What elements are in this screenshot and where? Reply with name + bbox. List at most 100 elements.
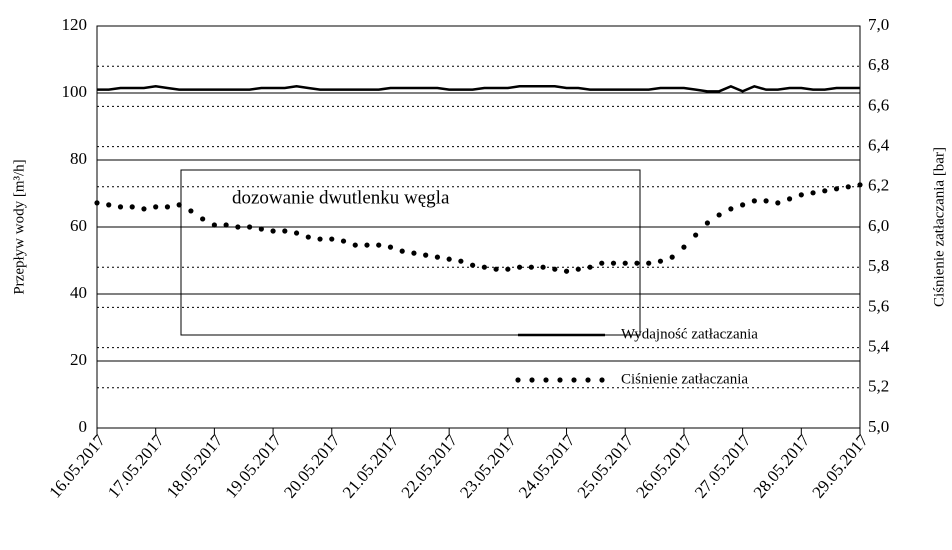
legend-marker: [557, 377, 563, 383]
data-point: [669, 254, 675, 260]
data-point: [164, 204, 171, 210]
data-point: [305, 234, 311, 240]
data-point: [646, 260, 652, 266]
data-point: [810, 190, 816, 196]
data-point: [106, 202, 112, 208]
data-point: [223, 222, 229, 228]
y-tick-label: 80: [70, 149, 87, 168]
data-point: [728, 206, 734, 212]
data-point: [470, 262, 476, 268]
data-point: [516, 264, 523, 270]
data-point: [763, 198, 769, 204]
y2-axis-title: Ciśnienie zatłaczania [bar]: [931, 147, 947, 307]
data-point: [399, 248, 405, 254]
legend-marker: [571, 377, 577, 383]
data-point: [411, 250, 417, 256]
data-point: [563, 268, 570, 274]
data-point: [681, 244, 687, 250]
y2-tick-label: 5,0: [868, 417, 889, 436]
plot-frame: [96, 25, 861, 429]
data-point: [458, 258, 464, 264]
data-point: [94, 200, 100, 206]
y2-tick-label: 6,4: [868, 136, 890, 155]
y2-tick-label: 6,0: [868, 216, 889, 235]
data-point: [751, 198, 757, 204]
y2-tick-label: 5,4: [868, 337, 890, 356]
annotation: dozowanie dwutlenku węgla: [232, 187, 450, 208]
data-point: [481, 264, 487, 270]
x-tick-label: 18.05.2017: [163, 430, 227, 501]
data-point: [845, 184, 851, 190]
data-point: [188, 208, 194, 214]
data-point: [822, 188, 828, 194]
data-point: [493, 266, 499, 272]
x-tick-label: 28.05.2017: [750, 430, 814, 501]
x-tick-label: 19.05.2017: [221, 430, 285, 501]
data-point: [235, 224, 241, 230]
x-tick-label: 20.05.2017: [280, 430, 344, 501]
x-tick-label: 21.05.2017: [339, 430, 403, 501]
data-point: [634, 260, 640, 266]
data-point: [528, 264, 534, 270]
data-point: [716, 212, 722, 218]
data-line: [97, 84, 860, 93]
x-tick-label: 25.05.2017: [574, 430, 638, 501]
x-tick-label: 26.05.2017: [632, 430, 696, 501]
y2-tick-label: 6,2: [868, 176, 889, 195]
data-point: [270, 228, 276, 234]
y2-tick-label: 5,8: [868, 256, 889, 275]
data-point: [200, 216, 206, 222]
y-tick-label: 100: [62, 82, 88, 101]
data-point: [798, 192, 804, 198]
data-point: [141, 206, 147, 212]
data-point: [446, 256, 452, 262]
data-point: [610, 260, 617, 266]
legend-label: Ciśnienie zatłaczania: [621, 371, 748, 387]
x-tick-label: 22.05.2017: [397, 430, 461, 501]
y-tick-label: 60: [70, 216, 87, 235]
y-tick-label: 120: [62, 15, 88, 34]
legend-marker: [515, 377, 521, 383]
x-tick-label: 29.05.2017: [808, 430, 872, 501]
data-point: [657, 258, 664, 264]
data-point: [857, 182, 863, 188]
data-point: [364, 242, 370, 248]
data-point: [622, 260, 628, 266]
y2-tick-label: 7,0: [868, 15, 889, 34]
data-point: [740, 202, 746, 208]
legend-marker: [543, 377, 549, 383]
legend-marker: [599, 377, 605, 383]
data-point: [282, 228, 288, 234]
data-point: [775, 200, 781, 206]
y-tick-label: 20: [70, 350, 87, 369]
data-point: [540, 264, 546, 270]
data-point: [693, 232, 699, 238]
annotation-box: [180, 169, 641, 336]
data-point: [176, 202, 182, 208]
data-point: [575, 266, 581, 272]
data-point: [258, 226, 264, 232]
data-point: [211, 222, 217, 228]
x-tick-label: 24.05.2017: [515, 430, 579, 501]
data-point: [153, 204, 159, 210]
y2-tick-label: 5,6: [868, 296, 889, 315]
data-point: [833, 186, 840, 192]
data-point: [434, 254, 441, 260]
x-tick-label: 23.05.2017: [456, 430, 520, 501]
data-point: [387, 244, 394, 250]
y-tick-label: 0: [79, 417, 88, 436]
y2-tick-label: 6,6: [868, 95, 889, 114]
legend-marker: [585, 377, 591, 383]
data-point: [317, 236, 323, 242]
y-tick-label: 40: [70, 283, 87, 302]
y2-tick-label: 6,8: [868, 55, 889, 74]
data-point: [376, 242, 382, 248]
data-point: [352, 242, 358, 248]
x-tick-label: 27.05.2017: [691, 430, 755, 501]
data-point: [786, 196, 793, 202]
data-point: [117, 204, 124, 210]
legend-label: Wydajność zatłaczania: [621, 326, 758, 342]
y2-tick-label: 5,2: [868, 377, 889, 396]
data-point: [329, 236, 335, 242]
